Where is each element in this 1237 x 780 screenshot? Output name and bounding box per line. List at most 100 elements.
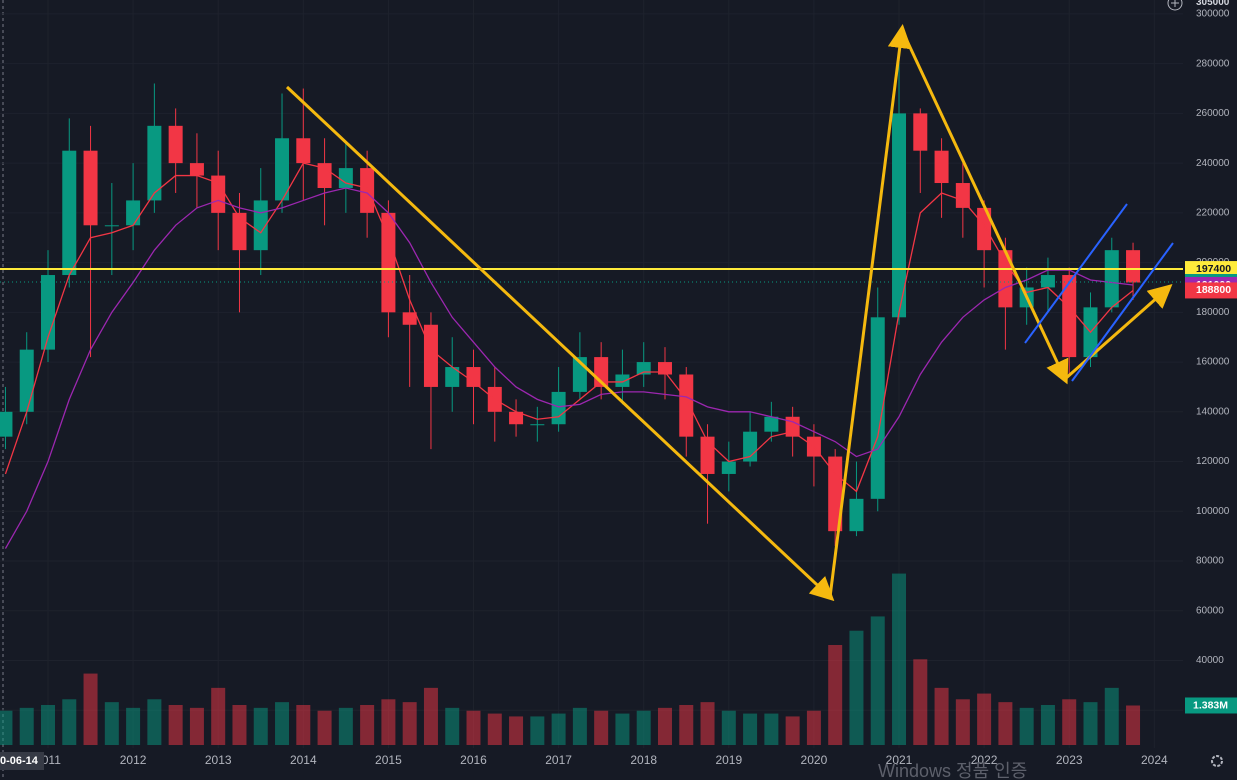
y-tick-label: 260000	[1196, 108, 1230, 119]
volume-bar	[211, 687, 226, 745]
volume-bar	[892, 573, 907, 745]
candle-body	[934, 150, 949, 184]
volume-bar	[955, 699, 970, 745]
date-label-box	[0, 752, 44, 770]
x-tick-label: 2023	[1056, 753, 1083, 767]
candle-body	[253, 200, 268, 251]
volume-bar	[849, 630, 864, 745]
candle-body	[0, 411, 13, 437]
candle-body	[700, 436, 715, 474]
volume-bar	[998, 702, 1013, 745]
candle-body	[423, 324, 438, 387]
volume-bar	[466, 710, 481, 745]
candle-body	[19, 349, 34, 412]
candle-body	[168, 125, 183, 164]
volume-bar	[1019, 707, 1034, 745]
trend-arrow	[285, 85, 835, 602]
y-tick-label: 160000	[1196, 357, 1230, 368]
volume-bar	[785, 716, 800, 745]
candle-body	[615, 374, 630, 387]
candles	[0, 43, 1183, 549]
channel-line	[1024, 203, 1128, 344]
candle-body	[764, 416, 779, 432]
volume-bar	[572, 707, 587, 745]
trend-arrow	[828, 24, 912, 598]
candle-body	[1126, 250, 1141, 283]
volume-bar	[806, 710, 821, 745]
volume-bar	[679, 705, 694, 745]
volume-bar	[1062, 699, 1077, 745]
volume-bar	[977, 693, 992, 745]
candle-body	[1040, 275, 1055, 288]
price-label: 188800	[1196, 284, 1231, 296]
y-tick-label: 60000	[1196, 605, 1224, 616]
volume-bar	[19, 707, 34, 745]
candle-body	[445, 367, 460, 387]
volume-label-box	[1185, 697, 1237, 714]
candle-body	[62, 150, 77, 276]
volume-bar	[934, 687, 949, 745]
volume-bar	[743, 713, 758, 745]
candle-body	[977, 207, 992, 251]
y-tick-label: 240000	[1196, 158, 1230, 169]
candle-body	[1062, 275, 1077, 358]
candle-body	[1104, 250, 1119, 308]
x-tick-label: 2014	[290, 753, 317, 767]
volume-bar	[0, 710, 13, 745]
volume-bar	[445, 707, 460, 745]
candle-body	[317, 163, 332, 188]
y-tick-label: 280000	[1196, 58, 1230, 69]
y-tick-label: 305000	[1196, 0, 1230, 8]
add-button[interactable]	[1167, 0, 1183, 11]
volume-bar	[232, 705, 247, 745]
volume-bar	[126, 707, 141, 745]
volume-bar	[338, 707, 353, 745]
candle-body	[381, 212, 396, 313]
settings-button[interactable]	[1211, 755, 1223, 767]
volume-bar	[253, 707, 268, 745]
trend-arrow	[1064, 284, 1173, 381]
y-tick-label: 80000	[1196, 556, 1224, 567]
volume-bar	[296, 705, 311, 745]
candle-body	[40, 275, 55, 350]
candle-body	[189, 163, 204, 176]
candle-body	[275, 138, 290, 201]
volume-bar	[530, 716, 545, 745]
y-tick-label: 180000	[1196, 307, 1230, 318]
volume-bar	[360, 705, 375, 745]
volume	[0, 573, 1141, 745]
x-tick-label: 2017	[545, 753, 572, 767]
price-label-box	[1185, 261, 1237, 278]
candle-body	[785, 416, 800, 437]
volume-bar	[764, 713, 779, 745]
x-tick-label: 2021	[886, 753, 913, 767]
x-tick-label: 2016	[460, 753, 487, 767]
candle-body	[211, 175, 226, 213]
y-tick-label: 140000	[1196, 406, 1230, 417]
volume-bar	[62, 699, 77, 745]
volume-bar	[83, 673, 98, 745]
x-tick-label: 2022	[971, 753, 998, 767]
candle-body	[828, 456, 843, 532]
candle-body	[721, 461, 736, 474]
volume-bar	[828, 645, 843, 745]
volume-bar	[168, 705, 183, 745]
candle-body	[147, 125, 162, 201]
candle-body	[870, 317, 885, 499]
drawings	[285, 24, 1174, 602]
price-label-box	[1185, 282, 1237, 299]
candle-body	[466, 367, 481, 387]
volume-bar	[189, 707, 204, 745]
volume-bar	[594, 710, 609, 745]
volume-bar	[147, 699, 162, 745]
volume-bar	[700, 702, 715, 745]
y-tick-label: 40000	[1196, 655, 1224, 666]
volume-bar	[657, 707, 672, 745]
moving-average	[4, 187, 1134, 549]
candle-body	[892, 113, 907, 318]
volume-bar	[423, 687, 438, 745]
candle-body	[509, 411, 524, 425]
y-tick-label: 300000	[1196, 9, 1230, 20]
